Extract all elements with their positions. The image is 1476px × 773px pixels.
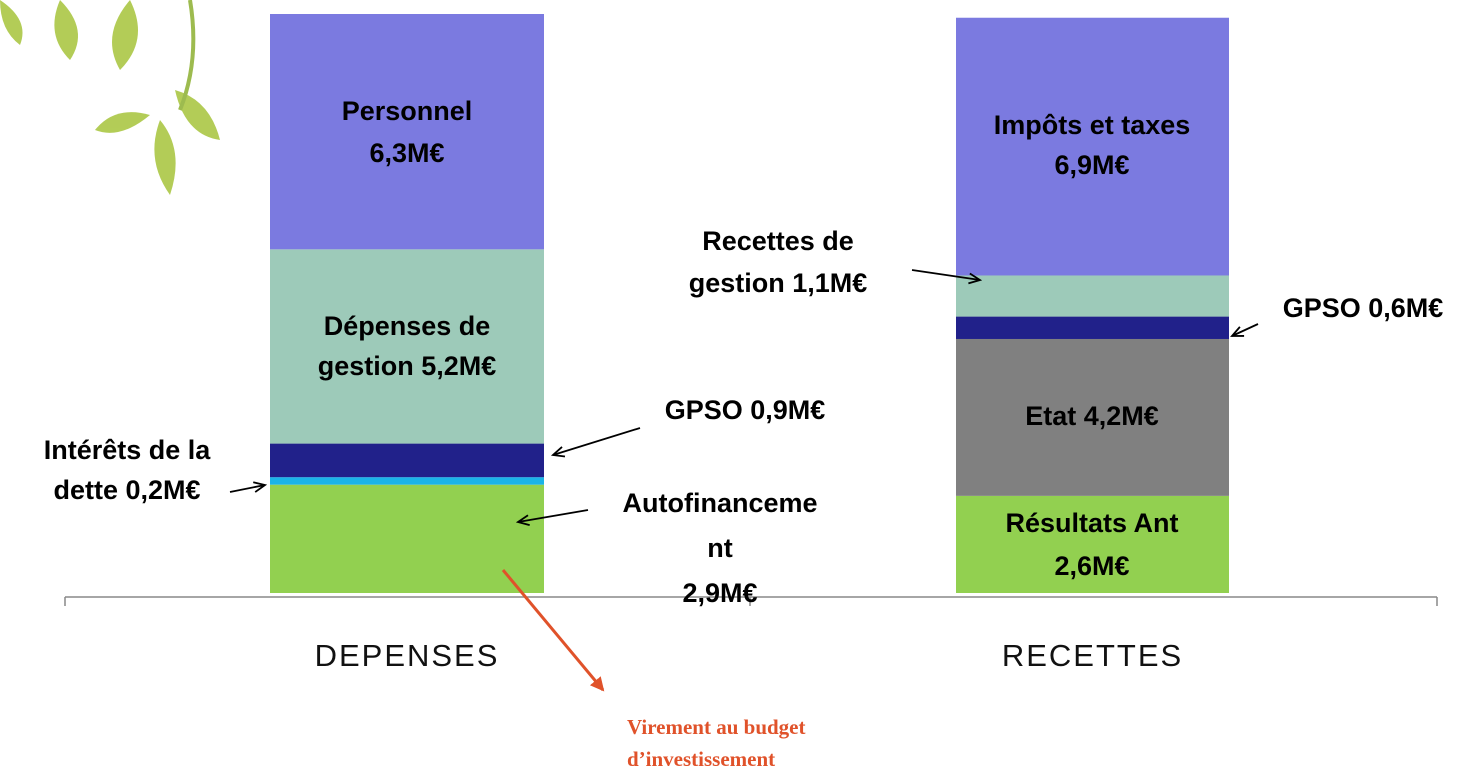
segment-label: Dépenses de <box>324 311 491 341</box>
bar-segment <box>956 495 1229 593</box>
leaf-decoration <box>0 0 220 195</box>
segment-label: GPSO 0,9M€ <box>665 395 826 425</box>
bar-segment <box>270 443 544 478</box>
label-arrow <box>229 485 265 493</box>
annotation: Virement au budget <box>627 715 806 739</box>
bar-segment <box>270 14 544 250</box>
segment-label: Résultats Ant <box>1005 508 1178 538</box>
segment-label: 2,6M€ <box>1054 551 1129 581</box>
annotation-arrow <box>501 569 605 692</box>
segment-label: 6,3M€ <box>369 138 444 168</box>
segment-label: nt <box>707 533 732 563</box>
segment-label: Etat 4,2M€ <box>1025 401 1159 431</box>
bar-segment <box>270 249 544 444</box>
label-arrow <box>518 509 589 522</box>
annotation: d’investissement <box>627 747 775 771</box>
segment-label: GPSO 0,6M€ <box>1283 293 1444 323</box>
label-arrow <box>911 269 980 280</box>
bar-segment <box>270 484 544 593</box>
bar-segment <box>956 338 1229 496</box>
segment-label: Personnel <box>342 96 473 126</box>
category-label: RECETTES <box>1002 638 1183 673</box>
bar-segment <box>270 477 544 485</box>
segment-label: Intérêts de la <box>44 435 212 465</box>
segment-label: dette 0,2M€ <box>53 475 200 505</box>
segment-label: Autofinanceme <box>622 488 817 518</box>
segment-label: 2,9M€ <box>682 578 757 608</box>
bar-segment <box>956 275 1229 317</box>
bar-segment <box>956 316 1229 339</box>
segment-label: gestion 5,2M€ <box>318 351 497 381</box>
segment-label: Recettes de <box>702 226 854 256</box>
bar-segment <box>956 17 1229 276</box>
label-arrow <box>553 427 641 455</box>
segment-label: 6,9M€ <box>1054 150 1129 180</box>
segment-label: gestion 1,1M€ <box>689 268 868 298</box>
segment-label: Impôts et taxes <box>994 110 1191 140</box>
label-arrow <box>1232 323 1259 336</box>
category-label: DEPENSES <box>315 638 500 673</box>
